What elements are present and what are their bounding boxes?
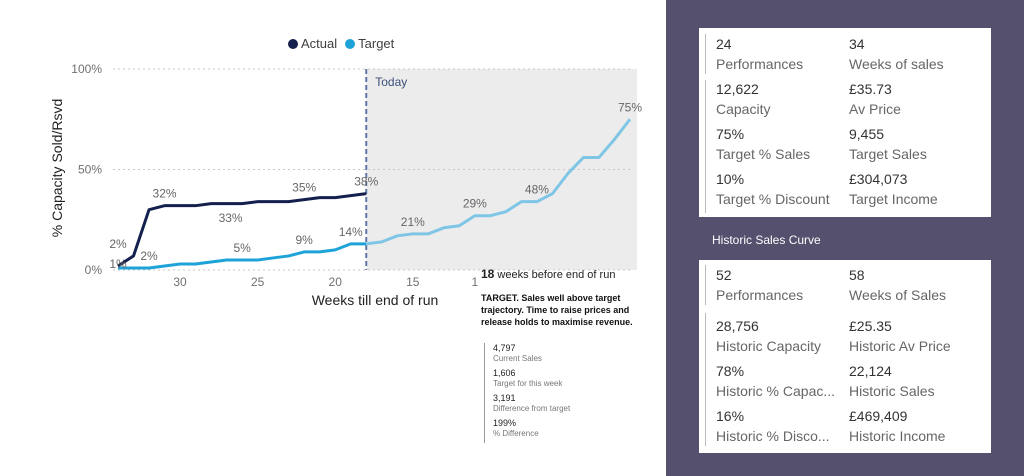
target-line-past: [118, 242, 367, 270]
stat-historic-capacity: 28,756 Historic Capacity: [716, 318, 822, 354]
current-show-card: [699, 28, 991, 217]
x-tick-label: 20: [329, 275, 343, 289]
legend-target[interactable]: Target: [345, 36, 394, 51]
actual-data-label: 35%: [292, 181, 316, 195]
today-label: Today: [375, 75, 407, 89]
actual-dot-icon: [288, 39, 298, 49]
actual-line: [117, 192, 367, 268]
x-axis-title: Weeks till end of run: [312, 292, 439, 308]
stat-capacity: 12,622 Capacity: [716, 81, 771, 117]
target-data-label: 2%: [140, 249, 158, 263]
stat-historic-sales: 22,124 Historic Sales: [849, 363, 935, 399]
stat-target-pct-sales: 75% Target % Sales: [716, 126, 811, 162]
target-message: TARGET. Sales well above target trajecto…: [481, 293, 633, 327]
stat-performances: 24 Performances: [716, 36, 804, 72]
group-capacity: [705, 80, 990, 213]
stat-target-pct-discount: 10% Target % Discount: [716, 171, 830, 207]
actual-data-label: 38%: [354, 175, 378, 189]
target-data-label: 14%: [339, 225, 363, 239]
data-label: 33%: [219, 211, 243, 225]
legend-actual[interactable]: Actual: [288, 36, 337, 51]
target-data-label: 5%: [233, 241, 251, 255]
stat-historic-av-price: £25.35 Historic Av Price: [849, 318, 951, 354]
x-tick-label: 30: [173, 275, 187, 289]
stat-historic-pct-discount: 16% Historic % Disco...: [716, 408, 830, 444]
target-data-label: 1%: [109, 257, 127, 271]
stat-av-price: £35.73 Av Price: [849, 81, 901, 117]
stat-weeks: 34 Weeks of sales: [849, 36, 944, 72]
weeks-remaining-text: 18 weeks before end of run: [481, 267, 616, 281]
stat-historic-performances: 52 Performances: [716, 267, 804, 303]
kpi-target-week: 1,606 Target for this week: [493, 368, 563, 388]
kpi-pct-difference: 199%% Difference: [493, 418, 539, 438]
y-axis-title: % Capacity Sold/Rsvd: [49, 99, 65, 238]
kpi-current-sales: 4,797 Current Sales: [493, 343, 542, 363]
stat-historic-weeks: 58 Weeks of Sales: [849, 267, 947, 303]
historic-card: [699, 260, 991, 453]
chart-legend: Actual Target: [288, 36, 394, 51]
y-tick-label: 0%: [85, 263, 103, 277]
stat-historic-pct-capacity: 78% Historic % Capac...: [716, 363, 836, 399]
stat-target-income: £304,073 Target Income: [849, 171, 938, 207]
small-kpi-list: 4,797 Current Sales 1,606 Target for this …: [484, 343, 570, 443]
kpi-difference: 3,191 Difference from target: [493, 393, 571, 413]
y-tick-label: 100%: [71, 62, 102, 76]
target-data-label: 75%: [618, 100, 642, 114]
actual-data-label: 32%: [153, 187, 177, 201]
stat-target-sales: 9,455 Target Sales: [849, 126, 927, 162]
x-tick-label: 25: [251, 275, 265, 289]
target-dot-icon: [345, 39, 356, 49]
sales-curve-chart: 100% 50% 0% 30 25 20 15 1 Weeks till end of run%…: [49, 62, 642, 308]
target-data-label: 48%: [525, 183, 549, 197]
group-performances: [705, 34, 990, 74]
actual-data-label: 2%: [109, 237, 127, 251]
target-line-future: [366, 118, 632, 246]
target-data-label: 29%: [463, 197, 487, 211]
historic-section-header: Historic Sales Curve: [703, 221, 991, 259]
target-data-label: 21%: [401, 215, 425, 229]
target-data-label: 9%: [296, 233, 314, 247]
y-tick-label: 50%: [78, 163, 102, 177]
group-historic-performances: [705, 265, 990, 305]
group-historic-capacity: [705, 313, 990, 446]
stat-historic-income: £469,409 Historic Income: [849, 408, 946, 444]
x-tick-label: 1: [472, 275, 479, 289]
future-shade: [366, 69, 637, 270]
x-tick-label: 15: [406, 275, 420, 289]
